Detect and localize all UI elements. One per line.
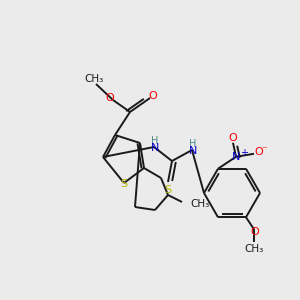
Text: O: O bbox=[148, 91, 158, 101]
Text: CH₃: CH₃ bbox=[190, 199, 209, 209]
Text: +: + bbox=[240, 148, 248, 158]
Text: CH₃: CH₃ bbox=[244, 244, 264, 254]
Text: O: O bbox=[229, 133, 237, 143]
Text: CH₃: CH₃ bbox=[84, 74, 104, 84]
Text: O: O bbox=[106, 93, 114, 103]
Text: H: H bbox=[151, 136, 159, 146]
Text: N: N bbox=[189, 146, 197, 156]
Text: ⁻: ⁻ bbox=[261, 145, 267, 155]
Text: S: S bbox=[120, 179, 128, 189]
Text: O: O bbox=[250, 227, 260, 237]
Text: N: N bbox=[151, 143, 159, 153]
Text: H: H bbox=[189, 139, 197, 149]
Text: S: S bbox=[164, 185, 172, 195]
Text: O: O bbox=[255, 147, 263, 157]
Text: N: N bbox=[232, 152, 240, 162]
